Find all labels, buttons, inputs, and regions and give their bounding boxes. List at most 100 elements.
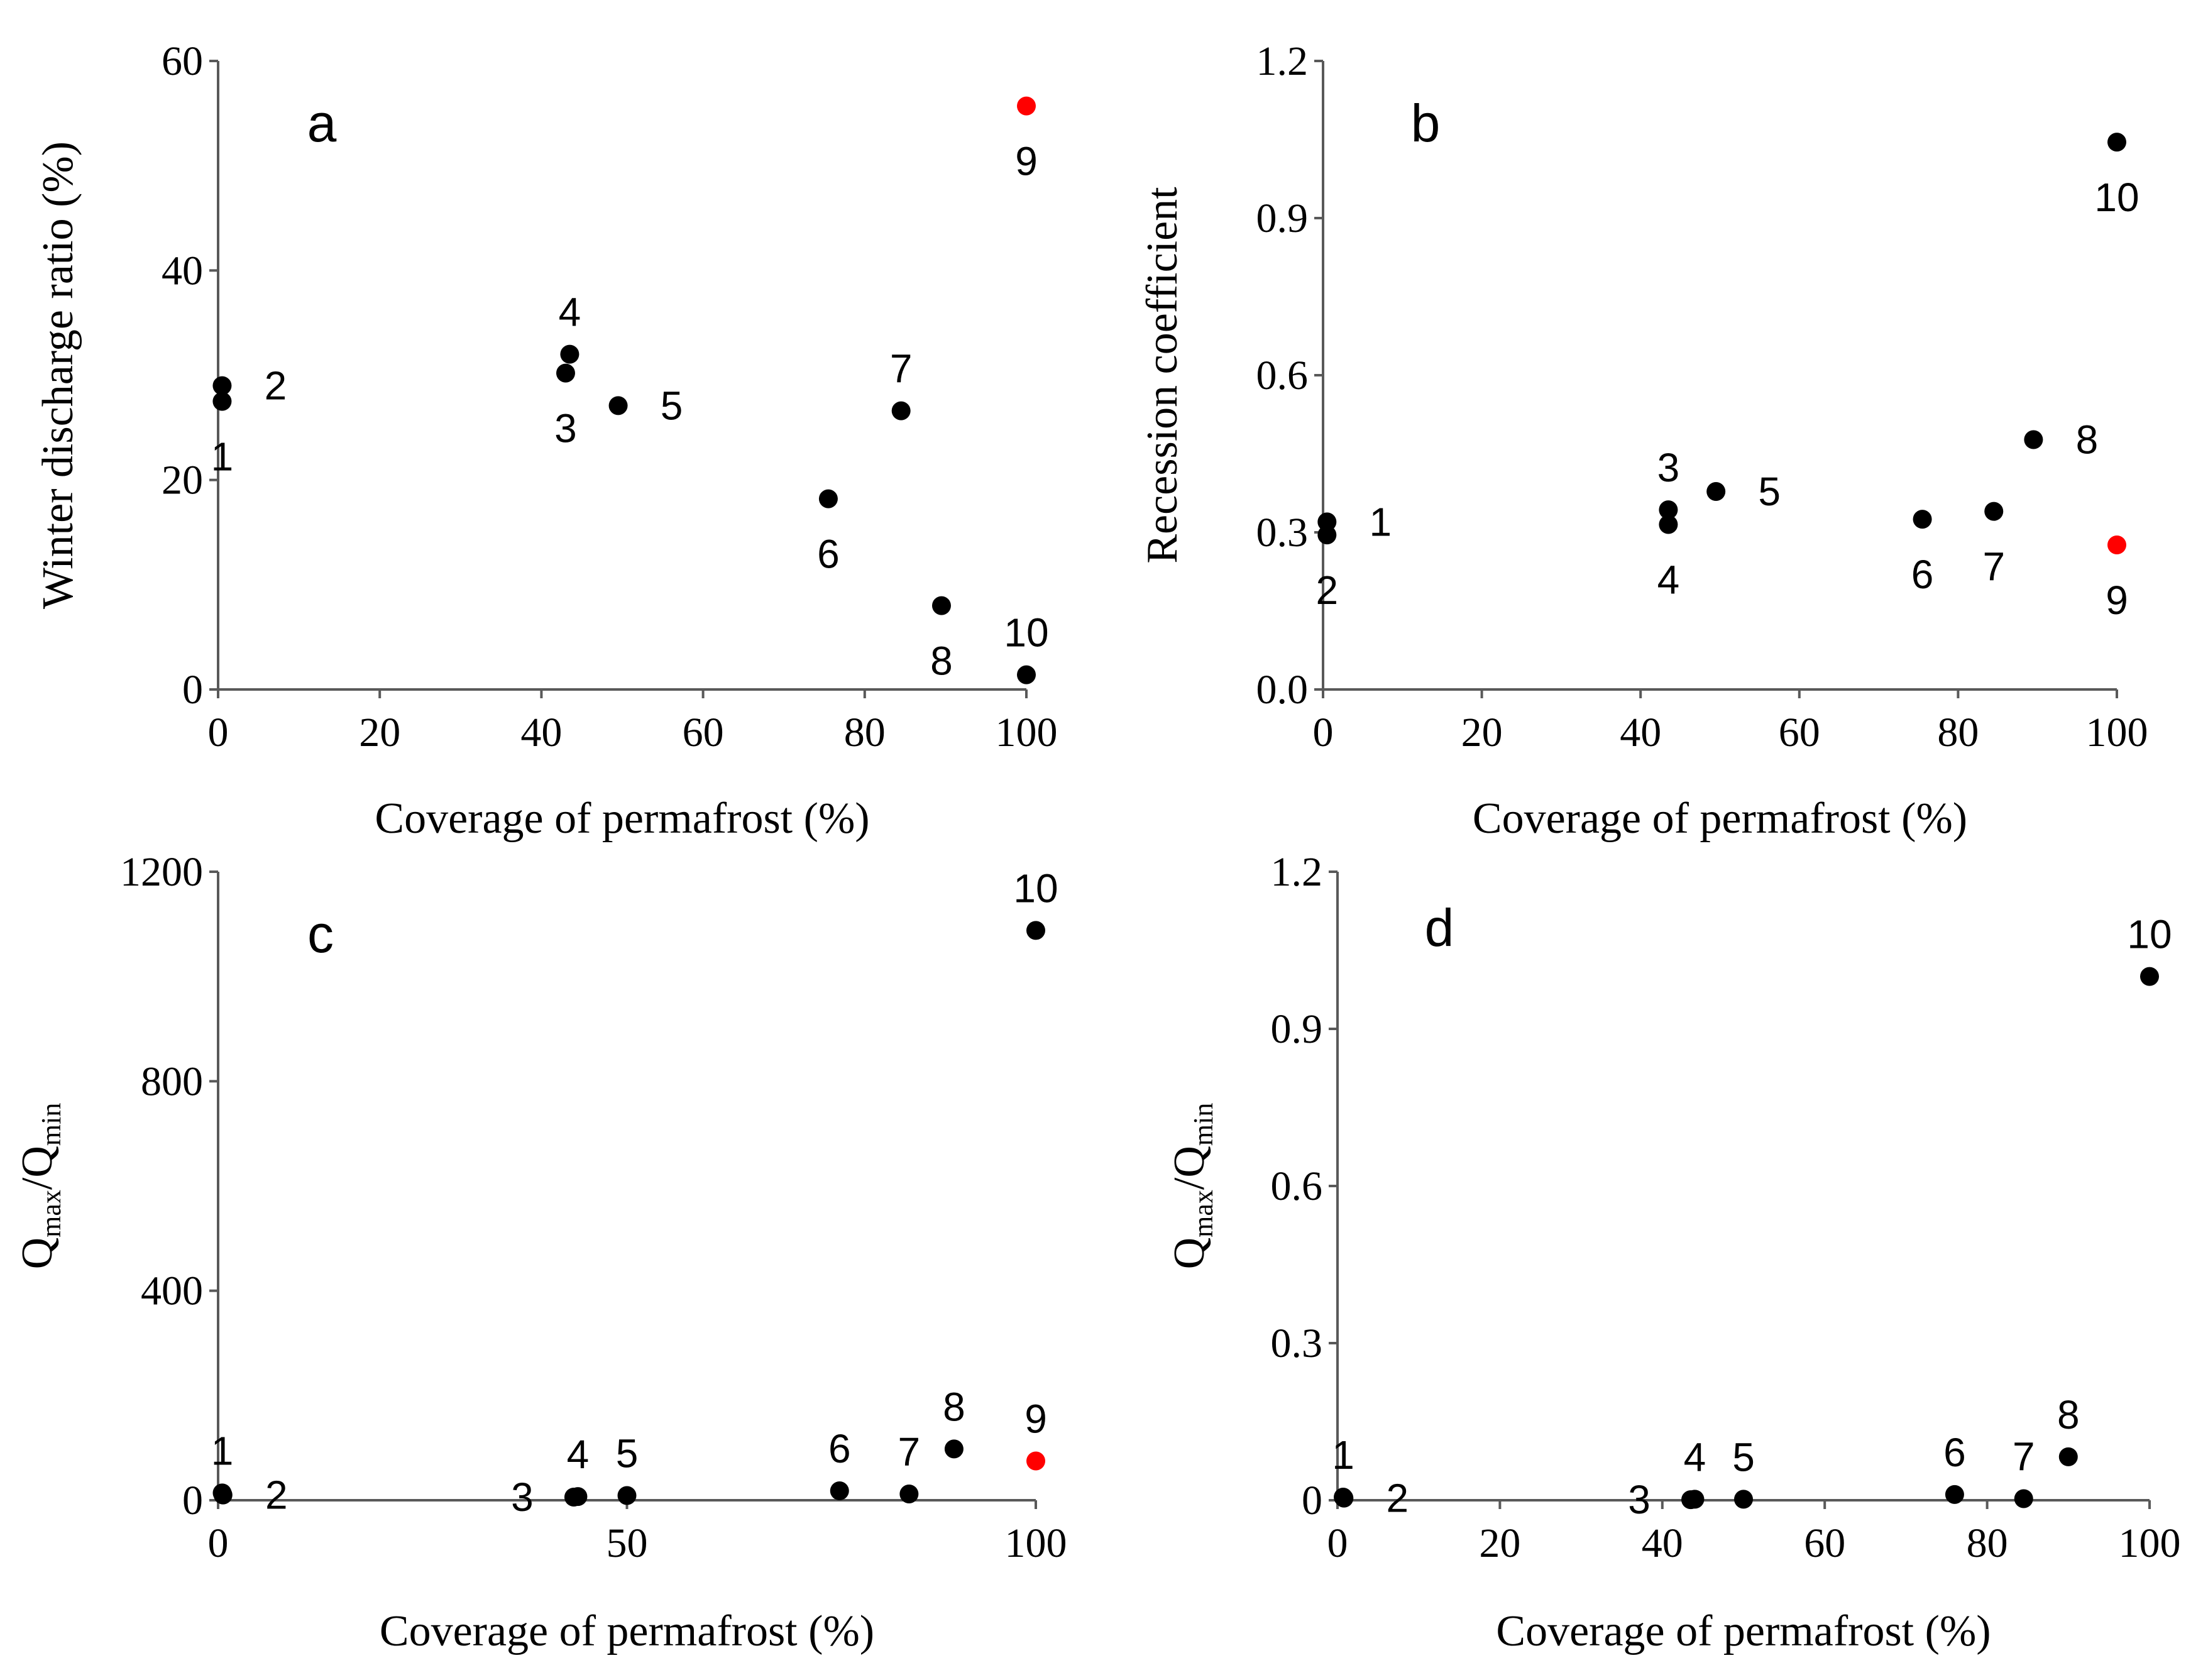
x-tick-label: 0 bbox=[1313, 710, 1334, 755]
point-label: 5 bbox=[1758, 469, 1781, 514]
x-axis-title: Coverage of permafrost (%) bbox=[380, 1607, 874, 1655]
x-tick-label: 40 bbox=[1620, 710, 1661, 755]
x-tick-label: 0 bbox=[1327, 1520, 1348, 1566]
point-label: 7 bbox=[898, 1429, 921, 1474]
point-label: 5 bbox=[661, 383, 683, 428]
data-point bbox=[818, 489, 838, 508]
data-point bbox=[1317, 512, 1337, 532]
data-point bbox=[1334, 1488, 1354, 1508]
point-label: 6 bbox=[1911, 552, 1934, 597]
point-label: 10 bbox=[2094, 175, 2139, 220]
x-tick-label: 60 bbox=[683, 710, 724, 755]
data-point bbox=[1017, 665, 1036, 684]
x-tick-label: 50 bbox=[607, 1520, 648, 1566]
y-axis-title: Recession coefficient bbox=[1138, 187, 1187, 564]
data-point bbox=[891, 401, 911, 420]
point-label: 9 bbox=[1024, 1397, 1047, 1442]
x-tick-label: 0 bbox=[208, 1520, 229, 1566]
x-tick-label: 80 bbox=[1937, 710, 1979, 755]
point-label: 4 bbox=[1684, 1434, 1706, 1480]
data-point bbox=[1317, 525, 1337, 545]
point-label: 6 bbox=[817, 532, 840, 577]
y-axis-title: Winter discharge ratio (%) bbox=[34, 141, 82, 609]
point-label: 6 bbox=[828, 1426, 851, 1471]
data-point bbox=[560, 344, 579, 364]
y-axis-title: Qmax/Qmin bbox=[1165, 1103, 1219, 1270]
y-tick-label: 0.0 bbox=[1256, 667, 1309, 713]
point-label: 4 bbox=[1657, 557, 1680, 603]
y-tick-label: 0 bbox=[1302, 1478, 1322, 1524]
point-label: 3 bbox=[511, 1474, 534, 1520]
y-tick-label: 0.6 bbox=[1271, 1163, 1323, 1209]
y-tick-label: 1200 bbox=[120, 849, 203, 895]
point-label: 4 bbox=[559, 290, 581, 335]
x-tick-label: 100 bbox=[2119, 1520, 2181, 1566]
data-point bbox=[2014, 1489, 2033, 1508]
data-point bbox=[212, 392, 232, 411]
y-tick-label: 0.6 bbox=[1256, 353, 1309, 398]
point-label: 7 bbox=[1982, 544, 2005, 590]
y-tick-label: 40 bbox=[162, 248, 203, 294]
x-tick-label: 0 bbox=[208, 710, 229, 755]
data-point bbox=[1659, 500, 1678, 520]
x-axis-title: Coverage of permafrost (%) bbox=[1496, 1607, 1991, 1655]
point-label: 3 bbox=[1628, 1477, 1651, 1522]
x-tick-label: 100 bbox=[2086, 710, 2148, 755]
point-label: 2 bbox=[1316, 568, 1339, 613]
point-label: 7 bbox=[890, 346, 913, 392]
point-label: 1 bbox=[1370, 499, 1392, 544]
y-tick-label: 60 bbox=[162, 38, 203, 84]
point-label: 9 bbox=[1015, 139, 1038, 184]
y-axis-title: Qmax/Qmin bbox=[13, 1103, 67, 1270]
y-tick-label: 0 bbox=[182, 667, 203, 713]
data-point bbox=[1026, 1451, 1045, 1471]
panel-letter: a bbox=[307, 94, 337, 153]
data-point bbox=[1945, 1485, 1964, 1504]
panel-c: 0 400 800 1200 0 50 100 Coverage of permafrost … bbox=[13, 849, 1067, 1655]
point-label: 10 bbox=[1004, 610, 1048, 656]
panel-b: 0.0 0.3 0.6 0.9 1.2 0 20 40 60 80 100 Coverage of p… bbox=[1138, 38, 2148, 843]
data-point bbox=[1026, 921, 1045, 940]
data-point bbox=[1984, 502, 2004, 521]
point-label: 1 bbox=[1332, 1432, 1354, 1478]
x-tick-label: 20 bbox=[359, 710, 400, 755]
x-tick-label: 100 bbox=[1005, 1520, 1067, 1566]
y-tick-label: 0.3 bbox=[1271, 1320, 1323, 1366]
data-point bbox=[617, 1486, 637, 1505]
panel-letter: b bbox=[1411, 94, 1441, 153]
data-point bbox=[1659, 515, 1678, 534]
data-point bbox=[2107, 535, 2126, 554]
x-tick-label: 60 bbox=[1779, 710, 1820, 755]
x-tick-label: 80 bbox=[844, 710, 886, 755]
data-point bbox=[2058, 1447, 2078, 1466]
data-point bbox=[1734, 1490, 1753, 1509]
x-tick-label: 80 bbox=[1967, 1520, 2008, 1566]
point-label: 8 bbox=[943, 1384, 965, 1429]
point-label: 2 bbox=[1387, 1476, 1409, 1521]
data-point bbox=[213, 1485, 233, 1505]
data-point bbox=[830, 1481, 849, 1500]
point-label: 8 bbox=[2076, 417, 2099, 463]
y-tick-label: 400 bbox=[141, 1268, 203, 1314]
point-label: 9 bbox=[2106, 578, 2128, 623]
data-point bbox=[1017, 96, 1036, 116]
data-point bbox=[2024, 430, 2043, 449]
x-tick-label: 40 bbox=[1642, 1520, 1683, 1566]
panel-letter: c bbox=[307, 904, 334, 964]
data-point bbox=[899, 1485, 919, 1503]
y-tick-label: 1.2 bbox=[1271, 849, 1323, 895]
data-point bbox=[1706, 482, 1726, 501]
x-axis-title: Coverage of permafrost (%) bbox=[375, 794, 869, 843]
point-label: 4 bbox=[567, 1432, 590, 1477]
x-tick-label: 20 bbox=[1461, 710, 1503, 755]
y-tick-label: 0.9 bbox=[1271, 1006, 1323, 1052]
y-tick-label: 0.3 bbox=[1256, 510, 1309, 556]
data-point bbox=[556, 363, 575, 383]
data-point bbox=[2140, 967, 2159, 986]
point-label: 5 bbox=[616, 1431, 639, 1476]
data-point bbox=[2107, 133, 2126, 152]
point-label: 5 bbox=[1732, 1434, 1755, 1480]
y-tick-label: 0 bbox=[182, 1478, 203, 1524]
x-tick-label: 20 bbox=[1479, 1520, 1520, 1566]
y-tick-label: 1.2 bbox=[1256, 38, 1309, 84]
